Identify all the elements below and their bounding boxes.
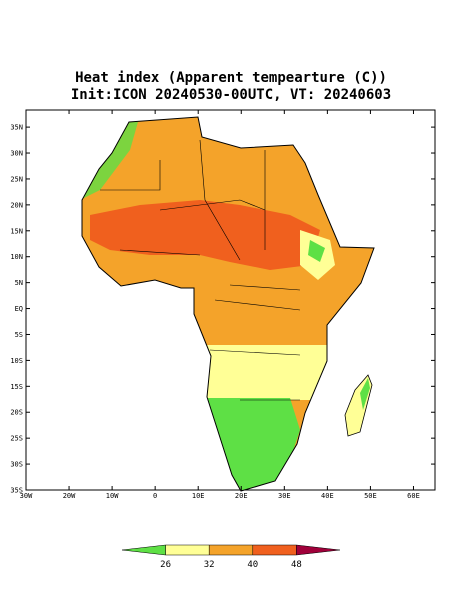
title-line: Init:ICON 20240530-00UTC, VT: 20240603 <box>71 87 391 103</box>
borders <box>100 139 301 401</box>
x-tick-label: 30W <box>20 492 33 500</box>
x-tick-label: 20E <box>235 492 248 500</box>
colorbar-label: 26 <box>160 560 171 570</box>
y-tick-label: 30N <box>10 150 23 158</box>
colorbar-segment <box>121 544 166 556</box>
y-tick-label: 25S <box>10 435 23 443</box>
x-tick-label: 20W <box>63 492 76 500</box>
colorbar-segment <box>165 544 210 556</box>
y-tick-label: 20S <box>10 409 23 417</box>
y-tick-label: 35S <box>10 487 23 495</box>
y-tick-label: 15S <box>10 383 23 391</box>
x-tick-label: 50E <box>364 492 377 500</box>
colorbar-segment <box>296 544 341 556</box>
y-tick-label: 15N <box>10 227 23 235</box>
y-tick-label: 30S <box>10 461 23 469</box>
x-tick-label: 60E <box>407 492 420 500</box>
madagascar-green <box>360 378 370 410</box>
colorbar: 26 32 40 48 <box>121 544 341 570</box>
x-tick-label: 10W <box>106 492 119 500</box>
colorbar-label: 32 <box>204 560 215 570</box>
colorbar-label: 48 <box>291 560 302 570</box>
y-tick-label: 5S <box>15 331 23 339</box>
colorbar-segment <box>252 544 297 556</box>
x-tick-label: 30E <box>278 492 291 500</box>
title-line: Heat index (Apparent tempearture (C)) <box>75 70 387 86</box>
y-tick-label: 10N <box>10 253 23 261</box>
x-tick-label: 40E <box>321 492 334 500</box>
colorbar-segment <box>208 544 254 556</box>
y-tick-label: 5N <box>15 279 23 287</box>
y-tick-label: 20N <box>10 201 23 209</box>
y-tick-label: 10S <box>10 357 23 365</box>
x-tick-label: 0 <box>153 492 157 500</box>
ticks: 30W 20W 10W 0 10E 20E 30E 40E 50E 60E 35N 30N 25N 20N… <box>10 110 435 500</box>
y-tick-label: 35N <box>10 124 23 132</box>
colorbar-label: 40 <box>247 560 258 570</box>
x-tick-label: 10E <box>192 492 205 500</box>
y-tick-label: 25N <box>10 175 23 183</box>
y-tick-label: EQ <box>15 305 23 313</box>
coastline <box>81 116 375 492</box>
